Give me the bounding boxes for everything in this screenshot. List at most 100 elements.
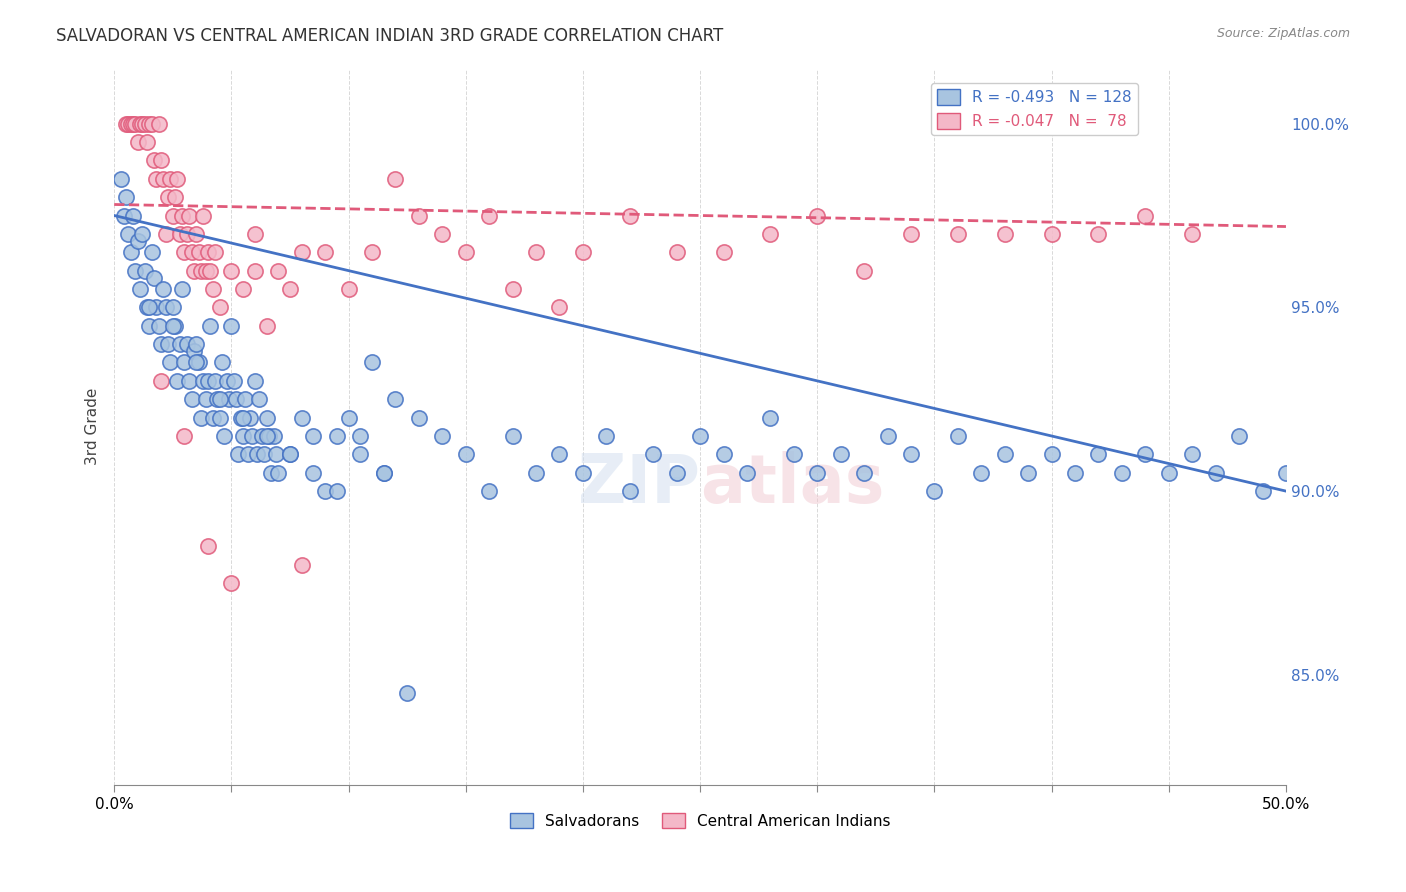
Point — [194, 392, 217, 407]
Point — [141, 245, 163, 260]
Point — [302, 429, 325, 443]
Point — [131, 227, 153, 241]
Point — [221, 576, 243, 591]
Point — [924, 484, 946, 499]
Point — [243, 227, 266, 241]
Point — [197, 245, 219, 260]
Point — [112, 209, 135, 223]
Point — [201, 282, 224, 296]
Point — [162, 209, 184, 223]
Point — [215, 374, 238, 388]
Point — [278, 447, 301, 461]
Point — [200, 263, 222, 277]
Point — [361, 355, 384, 369]
Point — [408, 410, 430, 425]
Point — [432, 429, 454, 443]
Text: SALVADORAN VS CENTRAL AMERICAN INDIAN 3RD GRADE CORRELATION CHART: SALVADORAN VS CENTRAL AMERICAN INDIAN 3R… — [56, 27, 724, 45]
Point — [267, 466, 290, 480]
Point — [115, 117, 138, 131]
Point — [396, 686, 419, 700]
Point — [1135, 209, 1157, 223]
Point — [263, 429, 285, 443]
Point — [713, 245, 735, 260]
Point — [155, 227, 177, 241]
Point — [1017, 466, 1039, 480]
Point — [172, 209, 194, 223]
Legend: Salvadorans, Central American Indians: Salvadorans, Central American Indians — [503, 806, 897, 835]
Point — [143, 271, 166, 285]
Point — [225, 392, 247, 407]
Point — [173, 429, 195, 443]
Point — [502, 282, 524, 296]
Point — [256, 318, 278, 333]
Point — [291, 245, 314, 260]
Point — [246, 447, 269, 461]
Point — [1251, 484, 1274, 499]
Point — [138, 318, 160, 333]
Point — [162, 301, 184, 315]
Point — [176, 227, 198, 241]
Y-axis label: 3rd Grade: 3rd Grade — [86, 388, 100, 466]
Point — [173, 245, 195, 260]
Point — [117, 117, 139, 131]
Point — [1040, 227, 1063, 241]
Point — [124, 263, 146, 277]
Point — [172, 282, 194, 296]
Point — [187, 355, 209, 369]
Point — [136, 135, 159, 149]
Point — [129, 282, 152, 296]
Point — [120, 117, 142, 131]
Point — [302, 466, 325, 480]
Point — [236, 447, 259, 461]
Point — [242, 429, 264, 443]
Point — [221, 263, 243, 277]
Point — [759, 227, 782, 241]
Point — [619, 209, 641, 223]
Point — [1040, 447, 1063, 461]
Text: atlas: atlas — [700, 451, 884, 517]
Point — [256, 429, 278, 443]
Point — [454, 245, 477, 260]
Point — [228, 447, 250, 461]
Point — [337, 282, 360, 296]
Point — [218, 392, 240, 407]
Point — [222, 374, 245, 388]
Point — [524, 245, 547, 260]
Point — [197, 539, 219, 553]
Point — [572, 466, 595, 480]
Point — [124, 117, 146, 131]
Point — [186, 355, 208, 369]
Point — [853, 466, 876, 480]
Point — [267, 263, 290, 277]
Point — [143, 153, 166, 168]
Point — [165, 190, 187, 204]
Point — [713, 447, 735, 461]
Point — [193, 374, 215, 388]
Point — [229, 410, 252, 425]
Point — [232, 282, 254, 296]
Point — [900, 227, 922, 241]
Point — [946, 227, 969, 241]
Point — [197, 374, 219, 388]
Point — [900, 447, 922, 461]
Point — [1275, 466, 1298, 480]
Point — [349, 447, 371, 461]
Point — [211, 355, 233, 369]
Point — [201, 410, 224, 425]
Point — [115, 190, 138, 204]
Point — [169, 227, 191, 241]
Point — [806, 209, 828, 223]
Point — [783, 447, 806, 461]
Point — [454, 447, 477, 461]
Point — [1227, 429, 1250, 443]
Point — [235, 392, 257, 407]
Point — [373, 466, 395, 480]
Point — [946, 429, 969, 443]
Point — [830, 447, 852, 461]
Point — [349, 429, 371, 443]
Point — [1157, 466, 1180, 480]
Point — [278, 447, 301, 461]
Point — [408, 209, 430, 223]
Point — [200, 318, 222, 333]
Point — [159, 171, 181, 186]
